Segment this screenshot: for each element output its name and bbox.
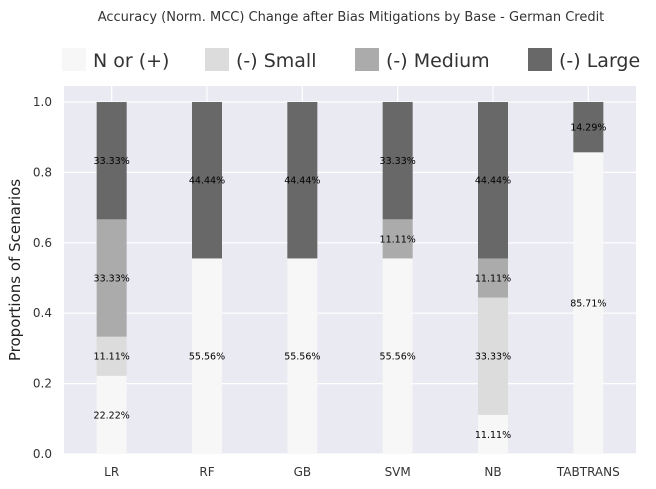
data-label: 33.33% <box>94 274 130 285</box>
data-label: 85.71% <box>570 299 606 310</box>
data-label: 33.33% <box>380 156 416 167</box>
legend-label: (-) Large <box>559 50 640 72</box>
data-label: 44.44% <box>475 176 511 187</box>
data-label: 55.56% <box>189 352 225 363</box>
data-label: 22.22% <box>94 410 130 421</box>
data-label: 11.11% <box>94 352 130 363</box>
x-tick-label: GB <box>294 465 312 479</box>
bar-segment <box>382 219 413 259</box>
bar-segment <box>573 152 604 455</box>
x-tick-label: TABTRANS <box>556 465 620 479</box>
legend-label: (-) Medium <box>386 50 490 72</box>
y-tick-label: 1.0 <box>33 95 52 109</box>
axis-ticks: 0.0 0.2 0.4 0.6 0.8 1.0 LR RF GB SVM NB TABTRANS <box>33 95 620 479</box>
data-label: 44.44% <box>189 176 225 187</box>
legend-swatch <box>62 48 86 71</box>
y-tick-label: 0.8 <box>33 165 52 179</box>
bar-segment <box>96 102 127 220</box>
bars: 22.22% 11.11% 33.33% 33.33% 55.56% 44.44% 55.5… <box>94 102 606 455</box>
bar-segment <box>287 258 318 454</box>
y-tick-label: 0.4 <box>33 306 52 320</box>
legend-swatch <box>205 48 229 71</box>
legend-swatch <box>355 48 379 71</box>
bar-segment <box>287 102 318 259</box>
legend-swatch <box>528 48 552 71</box>
bar-segment <box>478 414 508 454</box>
data-label: 11.11% <box>475 430 511 441</box>
x-tick-label: RF <box>199 465 214 479</box>
bar-segment <box>96 375 127 454</box>
x-tick-label: NB <box>484 465 501 479</box>
y-tick-label: 0.0 <box>33 447 52 461</box>
legend: N or (+) (-) Small (-) Medium (-) Large <box>62 48 640 72</box>
y-tick-label: 0.6 <box>33 236 52 250</box>
bar-segment <box>573 102 604 153</box>
data-label: 55.56% <box>284 352 320 363</box>
bar-segment <box>192 258 222 454</box>
data-label: 14.29% <box>570 123 606 134</box>
data-label: 33.33% <box>94 156 130 167</box>
bar-segment <box>382 258 413 454</box>
x-tick-label: LR <box>104 465 119 479</box>
y-tick-label: 0.2 <box>33 377 52 391</box>
bar-segment <box>478 297 508 415</box>
bar-segment <box>192 102 222 259</box>
data-label: 11.11% <box>380 234 416 245</box>
data-label: 11.11% <box>475 274 511 285</box>
data-label: 33.33% <box>475 352 511 363</box>
legend-label: N or (+) <box>93 50 169 72</box>
bar-segment <box>96 219 127 337</box>
chart-title: Accuracy (Norm. MCC) Change after Bias M… <box>98 10 605 25</box>
x-tick-label: SVM <box>385 465 411 479</box>
y-axis-label: Proportions of Scenarios <box>6 179 24 361</box>
plot-area <box>64 86 636 454</box>
bar-segment <box>478 102 508 259</box>
bar-segment <box>96 336 127 376</box>
bar-segment <box>478 258 508 298</box>
bar-segment <box>382 102 413 220</box>
data-label: 55.56% <box>380 352 416 363</box>
legend-label: (-) Small <box>236 50 317 72</box>
data-label: 44.44% <box>284 176 320 187</box>
